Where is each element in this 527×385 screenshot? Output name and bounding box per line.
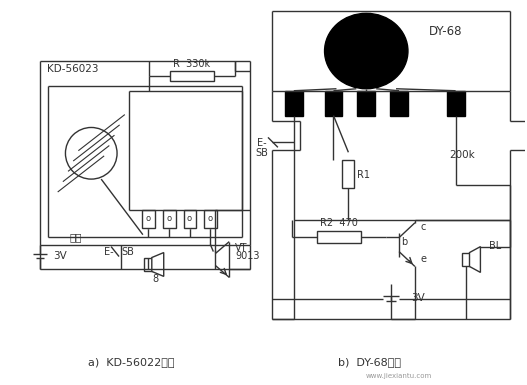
Polygon shape bbox=[144, 258, 152, 271]
Text: R1: R1 bbox=[357, 170, 370, 180]
Bar bbox=[447, 91, 464, 116]
Text: R  330k: R 330k bbox=[173, 59, 211, 69]
Text: KD-56023: KD-56023 bbox=[46, 64, 98, 74]
Bar bbox=[163, 210, 175, 228]
Bar bbox=[343, 160, 354, 188]
Text: c: c bbox=[421, 222, 426, 232]
Text: 触发: 触发 bbox=[70, 232, 82, 242]
Bar bbox=[142, 210, 155, 228]
Text: E-: E- bbox=[104, 246, 114, 256]
Text: R2  470: R2 470 bbox=[320, 218, 358, 228]
Text: o: o bbox=[166, 214, 171, 223]
Text: a)  KD-56022电路: a) KD-56022电路 bbox=[87, 357, 174, 367]
Text: o: o bbox=[187, 214, 192, 223]
Text: www.jiexiantu.com: www.jiexiantu.com bbox=[366, 373, 432, 379]
Text: b: b bbox=[401, 237, 407, 247]
Text: 200k: 200k bbox=[450, 150, 475, 160]
Text: o: o bbox=[145, 214, 150, 223]
Text: 3V: 3V bbox=[54, 251, 67, 261]
Bar bbox=[325, 91, 343, 116]
Text: SB: SB bbox=[256, 148, 268, 158]
Text: 8: 8 bbox=[153, 275, 159, 285]
Text: 3V: 3V bbox=[411, 293, 425, 303]
Text: VT: VT bbox=[235, 243, 248, 253]
Text: SB: SB bbox=[121, 246, 134, 256]
Bar bbox=[285, 91, 302, 116]
Text: b)  DY-68电路: b) DY-68电路 bbox=[338, 357, 401, 367]
Text: DY-68: DY-68 bbox=[429, 25, 462, 38]
Bar bbox=[357, 91, 375, 116]
Text: o: o bbox=[208, 214, 213, 223]
Polygon shape bbox=[152, 253, 164, 276]
Ellipse shape bbox=[325, 13, 408, 89]
Polygon shape bbox=[462, 253, 470, 266]
Bar bbox=[204, 210, 217, 228]
Bar bbox=[317, 231, 361, 243]
Bar bbox=[390, 91, 408, 116]
Text: 9013: 9013 bbox=[235, 251, 260, 261]
Text: E-: E- bbox=[257, 138, 267, 148]
Bar bbox=[170, 71, 214, 81]
Polygon shape bbox=[470, 247, 481, 273]
Bar bbox=[183, 210, 197, 228]
Text: BL: BL bbox=[490, 241, 502, 251]
Text: e: e bbox=[421, 253, 427, 263]
